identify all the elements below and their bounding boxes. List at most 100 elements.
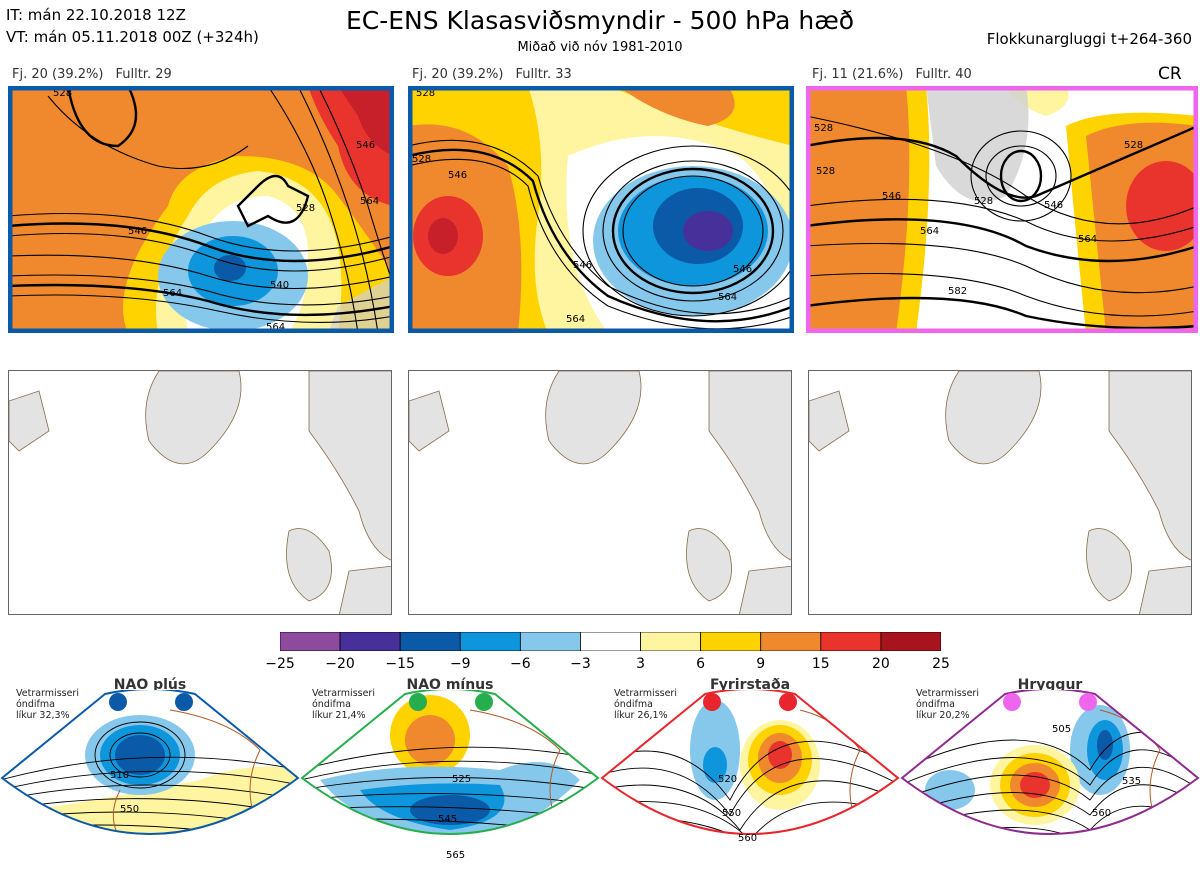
- cr-label: CR: [1158, 64, 1182, 84]
- r1-label-550: 550: [120, 804, 139, 815]
- colorbar-segment: [339, 631, 401, 652]
- c3-label-582: 582: [948, 286, 967, 297]
- regime-1-dot-right: [175, 693, 193, 711]
- regime-1-map: 510 550: [0, 688, 300, 871]
- r2-label-565: 565: [446, 850, 465, 861]
- c2-label-564a: 564: [718, 292, 737, 303]
- cluster-1-count: Fj. 20 (39.2%): [12, 67, 104, 82]
- c1-label-564b: 564: [360, 196, 379, 207]
- colorbar-tick-label: −20: [325, 656, 355, 672]
- cluster-panel-1: 528 546 564 540 528 546 564 564: [8, 86, 394, 333]
- r3-label-520: 520: [718, 774, 737, 785]
- regime-3-note: Vetrarmisseri óndifma líkur 26,1%: [614, 688, 677, 721]
- blank-map-2: [408, 370, 792, 615]
- regime-1-title: NAO plús: [113, 677, 187, 693]
- c1-label-528a: 528: [53, 88, 72, 99]
- regime-4-dot-left: [1003, 693, 1021, 711]
- colorbar-segment: [399, 631, 461, 652]
- valid-time: VT: mán 05.11.2018 00Z (+324h): [6, 28, 259, 46]
- regime-4-dot-right: [1079, 693, 1097, 711]
- cluster-2-label: Fj. 20 (39.2%) Fulltr. 33: [412, 67, 584, 82]
- cluster-window: Flokkunargluggi t+264-360: [986, 30, 1192, 48]
- r2-label-545: 545: [438, 814, 457, 825]
- regime-2-dot-left: [409, 693, 427, 711]
- colorbar: [279, 631, 942, 652]
- r1-label-510: 510: [110, 770, 129, 781]
- c2-label-564b: 564: [566, 314, 585, 325]
- cluster-2-rep: Fulltr. 33: [515, 67, 572, 82]
- regime-2-note: Vetrarmisseri óndifma líkur 21,4%: [312, 688, 375, 721]
- c1-label-540: 540: [270, 280, 289, 291]
- cluster-1-label: Fj. 20 (39.2%) Fulltr. 29: [12, 67, 184, 82]
- c2-label-546c: 546: [733, 264, 752, 275]
- colorbar-segment: [880, 631, 942, 652]
- r4-label-560: 560: [1092, 808, 1111, 819]
- cluster-3-frame: [806, 86, 1198, 333]
- colorbar-tick-label: −15: [385, 656, 415, 672]
- c3-label-546a: 546: [882, 191, 901, 202]
- colorbar-tick-label: −3: [570, 656, 591, 672]
- c2-label-546b: 546: [573, 260, 592, 271]
- colorbar-segment: [279, 631, 341, 652]
- regime-4-map: 505 535 560: [900, 688, 1200, 871]
- regime-2-title: NAO mínus: [406, 677, 494, 693]
- cluster-3-count: Fj. 11 (21.6%): [812, 67, 904, 82]
- cluster-3-label: Fj. 11 (21.6%) Fulltr. 40: [812, 67, 984, 82]
- colorbar-tick-label: 25: [932, 656, 950, 672]
- cluster-1-rep: Fulltr. 29: [115, 67, 172, 82]
- c1-label-528b: 528: [296, 203, 315, 214]
- cluster-2-frame: [408, 86, 794, 333]
- cluster-1-frame: [8, 86, 394, 333]
- colorbar-segment: [820, 631, 882, 652]
- chart-subtitle: Miðað við nóv 1981-2010: [517, 40, 683, 55]
- colorbar-segment: [519, 631, 581, 652]
- colorbar-segment: [459, 631, 521, 652]
- colorbar-svg: [279, 631, 942, 652]
- cluster-2-count: Fj. 20 (39.2%): [412, 67, 504, 82]
- cluster-panel-3: 528 528 546 528 546 564 564 582 528: [806, 86, 1198, 333]
- blank-map-1: [8, 370, 392, 615]
- regime-4-note: Vetrarmisseri óndifma líkur 20,2%: [916, 688, 979, 721]
- c2-label-528a: 528: [416, 88, 435, 99]
- c3-label-528c: 528: [974, 196, 993, 207]
- chart-title: EC-ENS Klasasviðsmyndir - 500 hPa hæð: [345, 6, 855, 35]
- cluster-3-rep: Fulltr. 40: [915, 67, 972, 82]
- cluster-panel-2: 528 546 528 546 546 564 564: [408, 86, 794, 333]
- c3-label-564a: 564: [920, 226, 939, 237]
- c1-label-564a: 564: [163, 288, 182, 299]
- colorbar-tick-label: 3: [636, 656, 645, 672]
- c3-label-528a: 528: [814, 123, 833, 134]
- colorbar-tick-label: −6: [510, 656, 531, 672]
- r4-label-535: 535: [1122, 776, 1141, 787]
- c3-label-564b: 564: [1078, 234, 1097, 245]
- r4-label-505: 505: [1052, 724, 1071, 735]
- c2-label-528b: 528: [412, 154, 431, 165]
- r3-label-550: 550: [722, 808, 741, 819]
- cluster-map-3: 528 528 546 528 546 564 564 582 528: [806, 86, 1198, 333]
- regime-3-dot-left: [703, 693, 721, 711]
- c3-label-546b: 546: [1044, 200, 1063, 211]
- colorbar-tick-label: 15: [811, 656, 830, 672]
- regime-4-title: Hryggur: [1017, 677, 1083, 693]
- blank-map-3: [808, 370, 1192, 615]
- colorbar-tick-label: 6: [696, 656, 706, 672]
- colorbar-tick-label: −9: [449, 656, 471, 672]
- init-time: IT: mán 22.10.2018 12Z: [6, 6, 186, 24]
- run-info: IT: mán 22.10.2018 12Z VT: mán 05.11.201…: [6, 4, 259, 48]
- colorbar-tick-label: 20: [871, 656, 890, 672]
- c1-label-546b: 546: [356, 140, 375, 151]
- colorbar-tick-label: −25: [265, 656, 295, 672]
- c1-label-564c: 564: [266, 322, 285, 333]
- regime-3-title: Fyrirstaða: [709, 677, 791, 693]
- regime-3-map: 520 550 560: [600, 688, 900, 871]
- cluster-map-1: 528 546 564 540 528 546 564 564: [8, 86, 394, 333]
- colorbar-segment: [640, 631, 702, 652]
- colorbar-segment: [760, 631, 822, 652]
- colorbar-tick-label: 9: [756, 656, 766, 672]
- r2-label-525: 525: [452, 774, 471, 785]
- c3-label-528b: 528: [816, 166, 835, 177]
- regime-2-dot-right: [475, 693, 493, 711]
- colorbar-segment: [700, 631, 762, 652]
- c1-label-546a: 546: [128, 226, 147, 237]
- regime-1-note: Vetrarmisseri óndifma líkur 32,3%: [16, 688, 79, 721]
